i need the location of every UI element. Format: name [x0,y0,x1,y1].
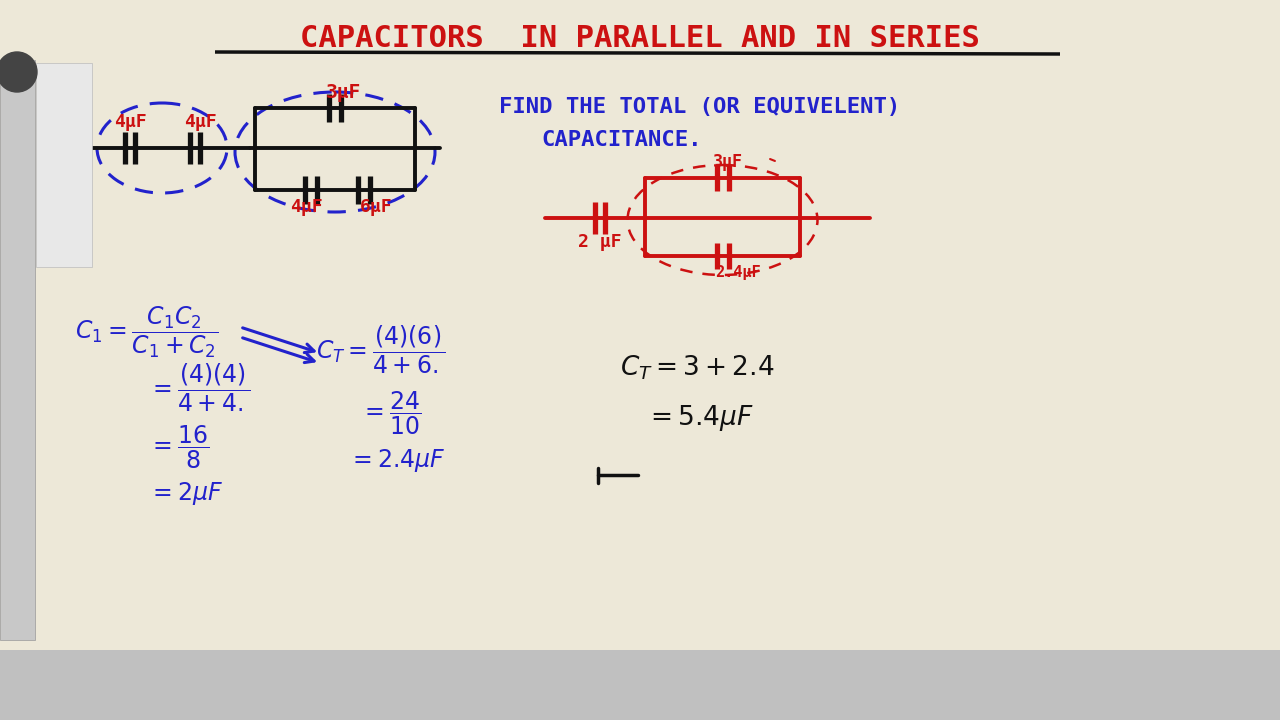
Text: $= 5.4\mu F$: $= 5.4\mu F$ [645,403,754,433]
Text: CAPACITANCE.: CAPACITANCE. [541,130,703,150]
Text: $C_T = \dfrac{(4)(6)}{4+6.}$: $C_T = \dfrac{(4)(6)}{4+6.}$ [316,324,445,376]
FancyBboxPatch shape [0,650,1280,720]
Text: 4μF: 4μF [114,113,146,131]
FancyBboxPatch shape [36,63,92,267]
Text: $= \dfrac{(4)(4)}{4+4.}$: $= \dfrac{(4)(4)}{4+4.}$ [148,362,250,414]
Text: $= \dfrac{16}{8}$: $= \dfrac{16}{8}$ [148,423,209,471]
Text: 4μF: 4μF [184,113,216,131]
Text: CAPACITORS  IN PARALLEL AND IN SERIES: CAPACITORS IN PARALLEL AND IN SERIES [300,24,980,53]
Text: 6μF: 6μF [360,198,392,216]
FancyBboxPatch shape [0,60,35,640]
Text: FIND THE TOTAL (OR EQUIVELENT): FIND THE TOTAL (OR EQUIVELENT) [499,97,901,117]
Text: $C_1 = \dfrac{C_1 C_2}{C_1 + C_2}$: $C_1 = \dfrac{C_1 C_2}{C_1 + C_2}$ [76,304,218,360]
Circle shape [0,52,37,92]
Text: $= 2\mu F$: $= 2\mu F$ [148,480,223,506]
Text: 2 μF: 2 μF [579,233,622,251]
Text: 3μF: 3μF [325,83,361,102]
Text: 2.4μF: 2.4μF [714,264,760,279]
Text: $= 2.4\mu F$: $= 2.4\mu F$ [348,446,445,474]
Text: 4μF: 4μF [289,198,323,216]
Text: $= \dfrac{24}{10}$: $= \dfrac{24}{10}$ [360,390,421,437]
Text: $C_T = 3 + 2.4$: $C_T = 3 + 2.4$ [620,354,774,382]
Text: 3μF: 3μF [713,153,742,171]
